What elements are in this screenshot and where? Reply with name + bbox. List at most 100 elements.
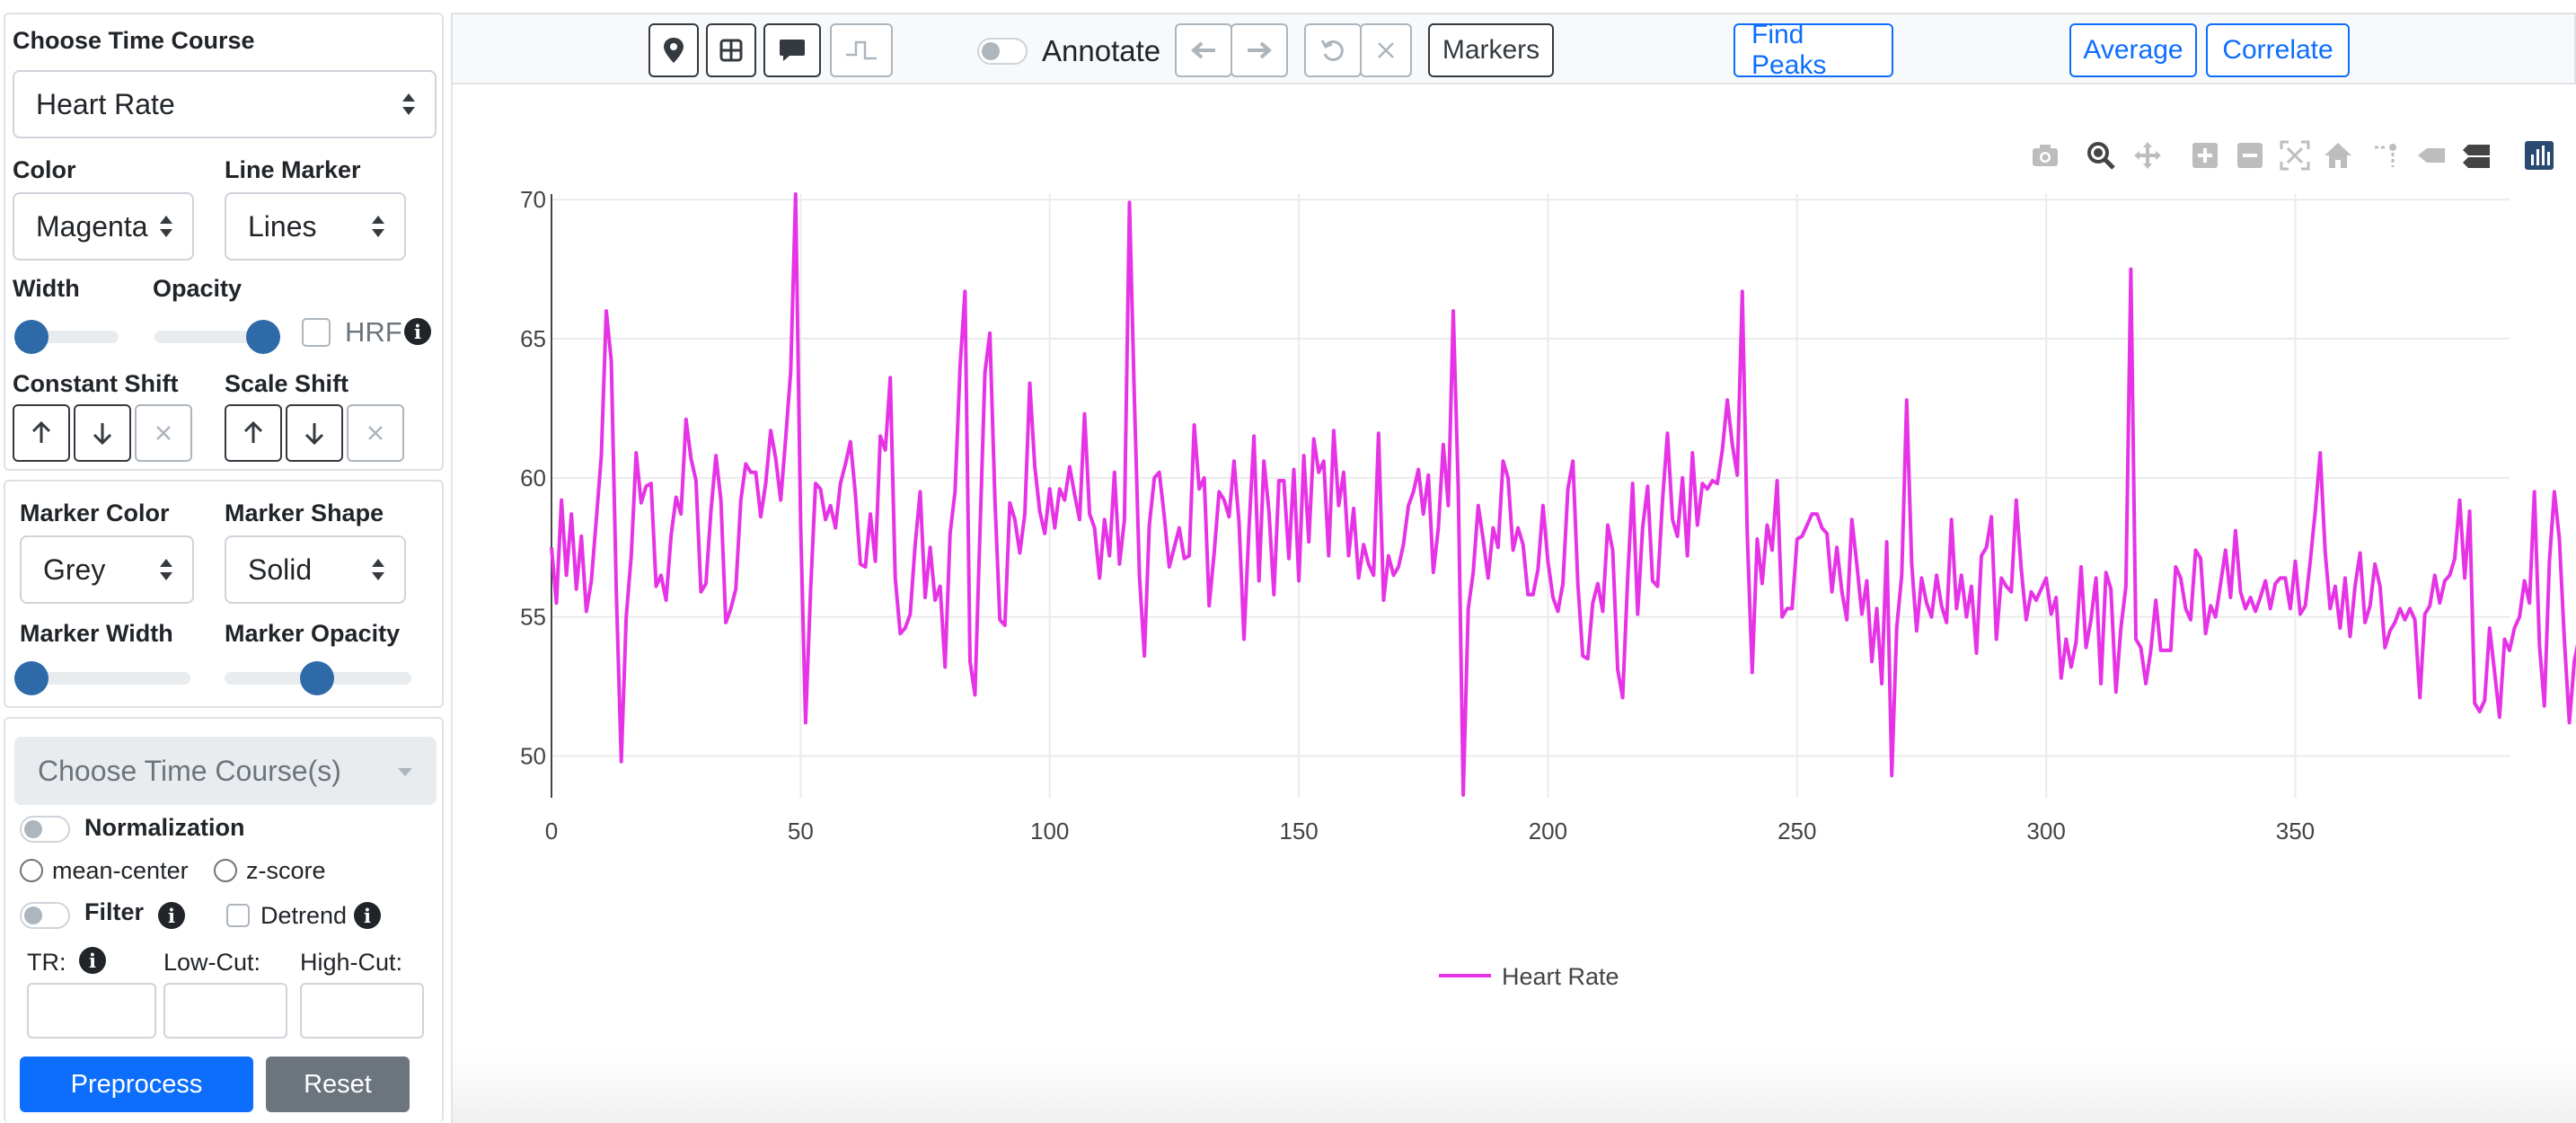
x-tick-label: 100 — [1030, 818, 1069, 844]
camera-icon[interactable] — [2030, 140, 2060, 171]
marker-shape-label: Marker Shape — [225, 500, 384, 526]
highcut-label: High-Cut: — [300, 949, 403, 976]
y-tick-label: 55 — [520, 604, 546, 631]
tr-input[interactable] — [27, 983, 156, 1039]
preprocess-time-course-select[interactable]: Choose Time Course(s) — [14, 737, 437, 805]
y-tick-label: 60 — [520, 464, 546, 491]
arrow-up-icon — [31, 420, 51, 443]
next-annotation-button[interactable] — [1231, 23, 1288, 77]
width-slider[interactable] — [14, 320, 119, 354]
filter-info-icon[interactable]: i — [158, 902, 185, 929]
detrend-label: Detrend — [260, 902, 348, 929]
x-tick-label: 200 — [1529, 818, 1567, 844]
lowcut-input[interactable] — [163, 983, 287, 1039]
clear-annotations-button[interactable] — [1360, 23, 1412, 77]
reset-button[interactable]: Reset — [266, 1057, 410, 1112]
y-tick-label: 65 — [520, 325, 546, 352]
marker-opacity-label: Marker Opacity — [225, 620, 401, 647]
find-peaks-button[interactable]: Find Peaks — [1734, 20, 1893, 80]
y-tick-label: 50 — [520, 743, 546, 770]
marker-shape-value: Solid — [248, 553, 313, 586]
zoom-out-icon[interactable] — [2235, 140, 2265, 171]
scale-shift-down-button[interactable] — [286, 404, 343, 462]
marker-opacity-slider[interactable] — [225, 661, 411, 695]
average-button[interactable]: Average — [2069, 23, 2197, 77]
toolbar: Annotate Markers Find Peaks Average Corr… — [451, 13, 2576, 84]
hover-compare-icon[interactable] — [2461, 140, 2492, 171]
color-value: Magenta — [36, 209, 148, 243]
constant-shift-reset-button[interactable] — [135, 404, 192, 462]
width-label: Width — [13, 275, 80, 302]
marker-width-slider-thumb[interactable] — [14, 661, 49, 695]
constant-shift-down-button[interactable] — [74, 404, 131, 462]
select-caret-icon — [370, 214, 386, 239]
marker-shape-select[interactable]: Solid — [225, 535, 406, 604]
scale-shift-reset-button[interactable] — [347, 404, 404, 462]
average-label: Average — [2083, 35, 2183, 65]
x-tick-label: 0 — [545, 818, 558, 844]
annotate-toggle[interactable] — [977, 38, 1028, 65]
arrow-down-icon — [304, 423, 324, 446]
plot-bottom-fade — [453, 1051, 2576, 1123]
grid-button[interactable] — [706, 23, 756, 77]
marker-opacity-slider-thumb[interactable] — [300, 661, 334, 695]
autoscale-icon[interactable] — [2280, 140, 2310, 171]
find-peaks-label: Find Peaks — [1751, 20, 1827, 80]
preprocess-button[interactable]: Preprocess — [20, 1057, 253, 1112]
marker-pin-button[interactable] — [648, 23, 699, 77]
comment-button[interactable] — [763, 23, 821, 77]
mean-center-radio[interactable] — [20, 859, 43, 882]
arrow-down-icon — [93, 423, 112, 446]
markers-button-label: Markers — [1442, 35, 1540, 65]
constant-shift-label: Constant Shift — [13, 370, 179, 397]
marker-color-select[interactable]: Grey — [20, 535, 194, 604]
plot-container-border — [451, 84, 453, 1123]
width-slider-thumb[interactable] — [14, 320, 49, 354]
chart-legend[interactable]: Heart Rate — [1439, 963, 1619, 990]
pan-icon[interactable] — [2132, 140, 2163, 171]
correlate-button[interactable]: Correlate — [2206, 23, 2350, 77]
time-course-select[interactable]: Heart Rate — [13, 70, 437, 138]
tr-label: TR: — [27, 949, 66, 976]
close-icon — [156, 426, 171, 440]
plot-options-panel: Choose Time Course Heart Rate Color Mage… — [4, 13, 444, 471]
scale-shift-up-button[interactable] — [225, 404, 282, 462]
x-tick-label: 150 — [1279, 818, 1318, 844]
detrend-info-icon[interactable]: i — [354, 902, 381, 929]
spike-lines-icon[interactable] — [2373, 140, 2404, 171]
tr-info-icon[interactable]: i — [79, 947, 106, 974]
comment-icon — [780, 40, 805, 61]
marker-color-label: Marker Color — [20, 500, 170, 526]
hover-closest-icon[interactable] — [2416, 140, 2447, 171]
undo-button[interactable] — [1304, 23, 1362, 77]
color-select[interactable]: Magenta — [13, 192, 194, 261]
scale-shift-label: Scale Shift — [225, 370, 349, 397]
opacity-slider[interactable] — [154, 320, 280, 354]
previous-annotation-button[interactable] — [1175, 23, 1232, 77]
markers-button[interactable]: Markers — [1428, 23, 1554, 77]
home-icon[interactable] — [2323, 140, 2353, 171]
hrf-checkbox[interactable] — [302, 318, 331, 347]
hrf-info-icon[interactable]: i — [404, 318, 431, 345]
highcut-input[interactable] — [300, 983, 424, 1039]
opacity-slider-thumb[interactable] — [246, 320, 280, 354]
filter-label: Filter — [84, 898, 145, 925]
detrend-checkbox[interactable] — [226, 904, 250, 927]
opacity-label: Opacity — [153, 275, 243, 302]
plotly-logo-icon[interactable] — [2524, 140, 2554, 171]
x-tick-label: 350 — [2276, 818, 2315, 844]
zoom-icon[interactable] — [2086, 140, 2116, 171]
mean-center-label: mean-center — [52, 857, 189, 884]
arrow-up-icon — [243, 420, 263, 443]
normalization-toggle[interactable] — [20, 816, 70, 843]
zscore-radio[interactable] — [214, 859, 237, 882]
step-button[interactable] — [830, 23, 893, 77]
zscore-label: z-score — [246, 857, 326, 884]
zoom-in-icon[interactable] — [2190, 140, 2220, 171]
line-marker-select[interactable]: Lines — [225, 192, 406, 261]
marker-width-slider[interactable] — [14, 661, 190, 695]
constant-shift-up-button[interactable] — [13, 404, 70, 462]
filter-toggle[interactable] — [20, 902, 70, 929]
hrf-label: HRF — [345, 316, 402, 348]
chart-tick-labels: 0 50 100 150 200 250 300 350 50 55 60 65 70 — [520, 186, 2315, 844]
